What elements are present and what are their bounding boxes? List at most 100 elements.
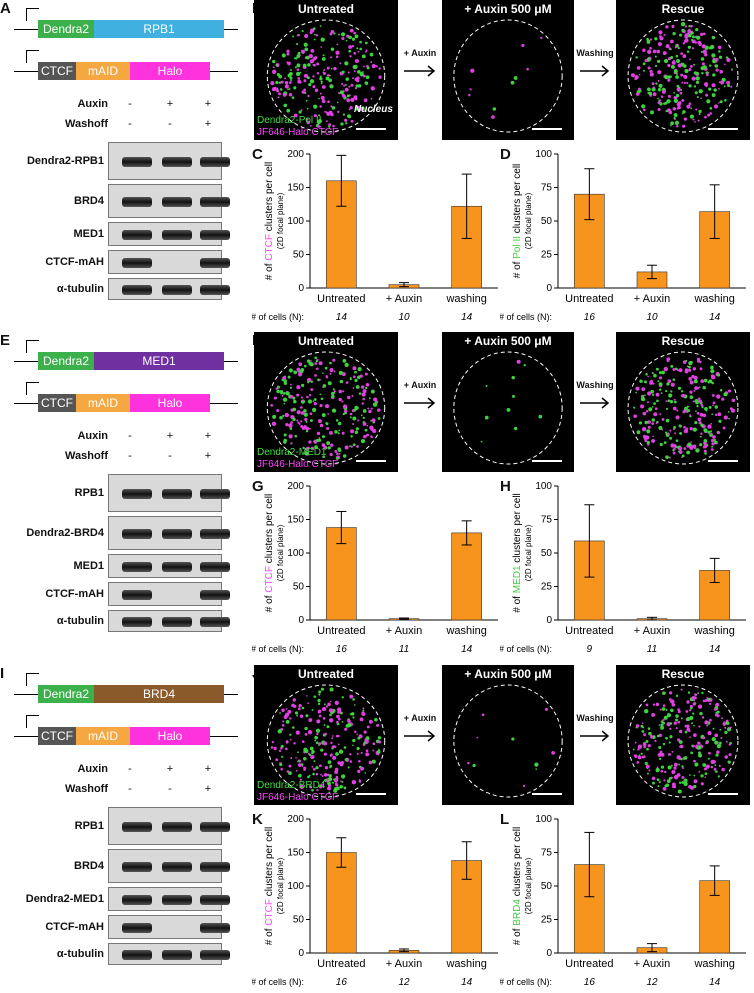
cluster-dot — [304, 733, 308, 736]
cluster-dot — [304, 451, 309, 456]
cluster-dot — [354, 370, 357, 374]
cluster-dot — [322, 372, 324, 375]
cluster-dot — [702, 49, 707, 54]
cluster-dot — [658, 781, 661, 784]
cluster-dot — [329, 32, 333, 36]
cluster-dot — [289, 81, 292, 84]
cluster-dot — [322, 54, 325, 57]
cluster-dot — [289, 717, 292, 720]
y-axis-label: # of CTCF clusters per cell — [264, 162, 275, 280]
cluster-dot — [349, 760, 353, 763]
cluster-dot — [682, 410, 686, 414]
cluster-dot — [669, 400, 674, 404]
cluster-dot — [630, 73, 635, 78]
cluster-dot — [697, 704, 703, 709]
cluster-dot — [344, 87, 349, 92]
cluster-dot — [363, 434, 367, 439]
cluster-dot — [724, 726, 727, 729]
cluster-dot — [349, 445, 351, 448]
cluster-dot — [675, 727, 678, 730]
cluster-dot — [680, 688, 683, 691]
blot-label: α-tubulin — [56, 615, 104, 627]
cluster-dot — [683, 425, 686, 429]
cluster-dot — [694, 376, 697, 379]
cluster-dot — [318, 714, 322, 718]
cluster-dot — [711, 445, 714, 448]
cluster-dot — [701, 72, 704, 75]
ylabel-prefix: # of — [512, 593, 523, 612]
cluster-dot — [680, 73, 684, 77]
cluster-dot — [672, 406, 677, 411]
x-tick-label: + Auxin — [386, 625, 422, 637]
cluster-dot — [635, 391, 637, 394]
cluster-dot — [361, 392, 366, 397]
cluster-dot — [727, 84, 731, 88]
cluster-dot — [659, 413, 662, 416]
y-tick-label: 150 — [287, 515, 304, 526]
panel-letter: D — [500, 146, 511, 163]
cluster-dot — [359, 717, 364, 722]
cluster-dot — [285, 747, 288, 751]
cluster-dot — [316, 719, 321, 724]
y-tick-label: 25 — [541, 250, 553, 261]
cluster-dot — [350, 435, 353, 438]
cluster-dot — [679, 33, 682, 37]
cluster-dot — [363, 65, 365, 68]
cluster-dot — [341, 70, 345, 74]
n-cells-value: 16 — [336, 977, 348, 988]
cluster-dot — [283, 438, 288, 443]
blot-band — [200, 950, 230, 960]
arrow-label: + Auxin — [403, 713, 437, 723]
cluster-dot — [309, 785, 313, 789]
cluster-dot — [655, 392, 660, 397]
cluster-dot — [647, 744, 651, 748]
cluster-dot — [671, 60, 676, 65]
cluster-dot — [312, 75, 315, 78]
cluster-dot — [297, 751, 299, 754]
cluster-dot — [330, 105, 333, 108]
cluster-dot — [352, 744, 354, 747]
construct-domain: mAID — [76, 62, 130, 80]
cluster-dot — [663, 441, 667, 445]
cluster-dot — [330, 741, 333, 745]
cluster-dot — [353, 95, 358, 100]
cluster-dot — [350, 97, 355, 102]
cluster-dot — [336, 714, 340, 719]
cluster-dot — [670, 56, 674, 60]
cluster-dot — [711, 442, 715, 446]
blot-band — [200, 590, 230, 600]
cluster-dot — [336, 786, 340, 791]
blot-band — [162, 950, 192, 960]
cluster-dot — [359, 374, 363, 378]
western-blot — [108, 474, 230, 512]
cluster-dot — [332, 735, 334, 737]
cluster-dot — [663, 779, 666, 782]
y-tick-label: 25 — [541, 915, 553, 926]
cluster-dot — [306, 359, 311, 363]
cluster-dot — [299, 784, 304, 790]
n-cells-value: 14 — [709, 977, 721, 988]
cluster-dot — [303, 73, 309, 78]
y-tick-label: 50 — [541, 216, 553, 227]
cluster-dot — [660, 720, 664, 724]
cluster-dot — [665, 431, 668, 434]
cluster-dot — [681, 393, 686, 398]
cluster-dot — [638, 73, 641, 76]
cluster-dot — [703, 82, 709, 87]
washoff-sign: - — [168, 118, 172, 130]
washoff-sign: + — [204, 783, 212, 795]
cluster-dot — [279, 88, 283, 91]
image-title: + Auxin 500 μM — [464, 2, 552, 16]
cluster-dot — [688, 709, 692, 712]
cluster-dot — [647, 87, 651, 92]
cluster-dot — [644, 709, 649, 714]
cluster-dot — [635, 56, 638, 59]
cluster-dot — [657, 785, 660, 788]
cluster-dot — [337, 743, 340, 746]
cluster-dot — [319, 404, 323, 408]
nucleus-outline — [627, 684, 739, 798]
scale-bar — [532, 793, 562, 795]
cluster-dot — [362, 709, 365, 712]
cluster-dot — [659, 442, 663, 447]
